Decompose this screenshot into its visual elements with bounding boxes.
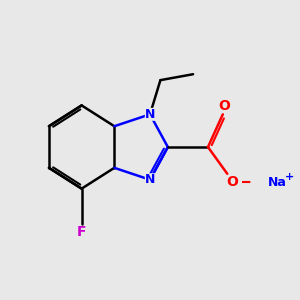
Text: +: + xyxy=(285,172,295,182)
Text: N: N xyxy=(145,108,155,121)
Text: Na: Na xyxy=(267,176,286,189)
Text: O: O xyxy=(226,175,238,189)
Text: O: O xyxy=(218,99,230,113)
Text: F: F xyxy=(77,225,86,239)
Text: N: N xyxy=(145,173,155,186)
